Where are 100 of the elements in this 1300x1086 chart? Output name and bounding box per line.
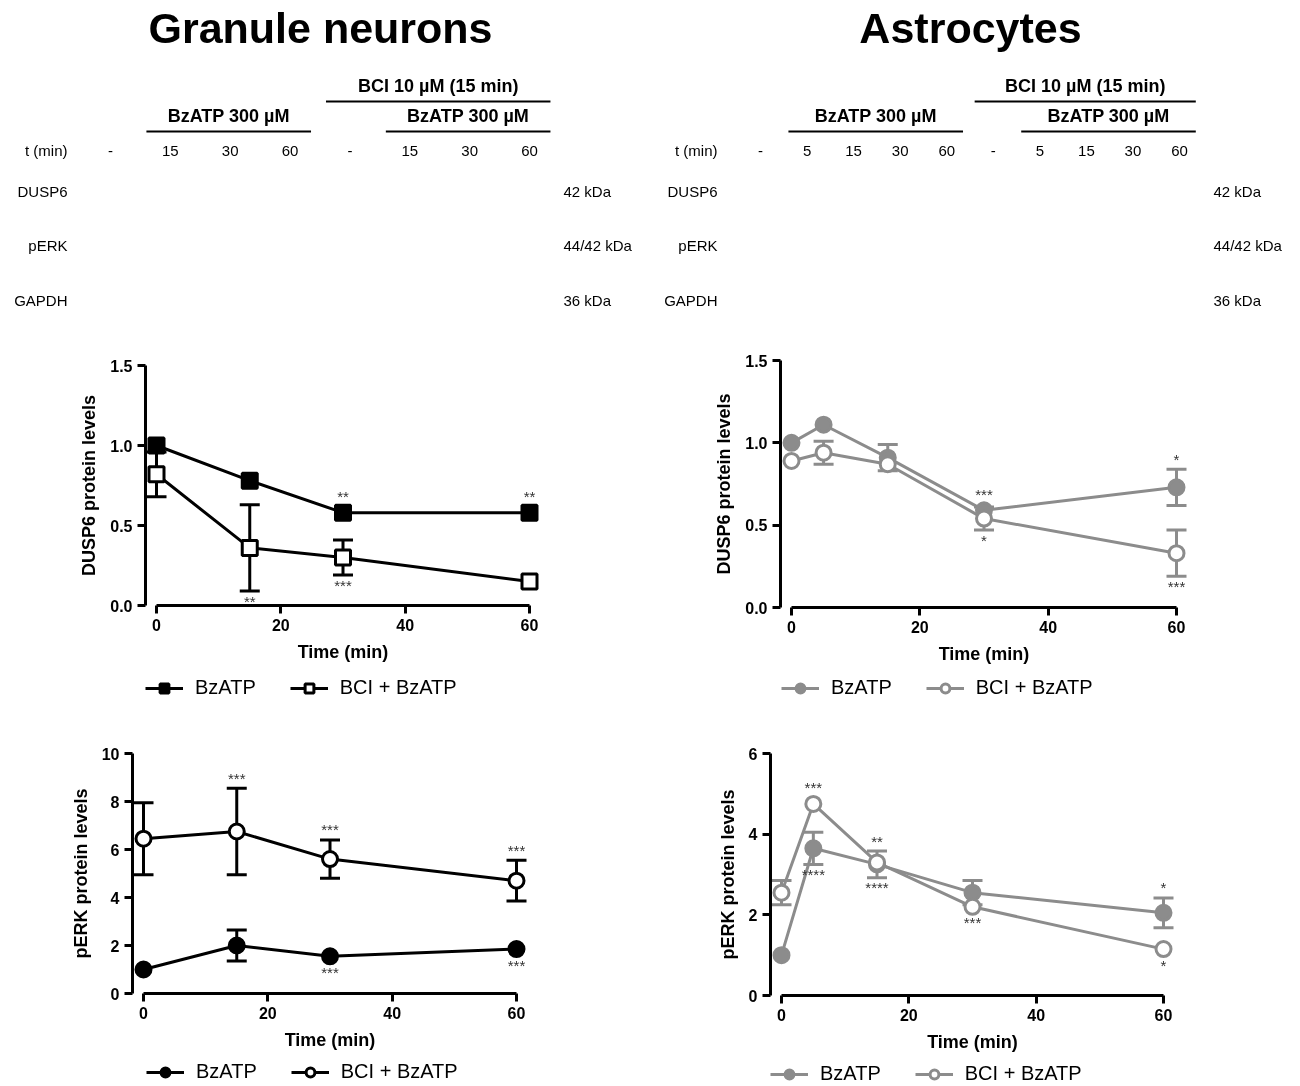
category-label: 15 (162, 141, 179, 159)
annotation: ** (523, 488, 536, 506)
point (134, 829, 153, 848)
category-label: 42 kDa (1213, 183, 1262, 200)
text: BzATP 300 µM (814, 105, 937, 126)
category-label: - (758, 141, 763, 159)
point (240, 471, 259, 490)
point (804, 839, 823, 858)
x-tick-label: 40 (383, 1004, 402, 1022)
x-tick-label: 40 (396, 616, 415, 634)
y-tick-label: 0.0 (745, 599, 768, 617)
x-axis-title: Time (min) (297, 641, 389, 662)
annotation: ** (337, 488, 349, 506)
point (804, 794, 823, 813)
category-label: 5 (1035, 141, 1045, 159)
point (814, 415, 833, 434)
point (321, 850, 339, 869)
x-tick-label: 60 (1154, 1006, 1173, 1024)
legend-label: BCI + BzATP (964, 1062, 1082, 1085)
annotation: *** (975, 485, 993, 503)
x-axis-title: Time (min) (938, 643, 1030, 664)
text: BCI 10 µM (15 min) (358, 75, 519, 96)
category-label: GAPDH (664, 292, 718, 309)
annotation: *** (334, 576, 352, 594)
point (507, 871, 526, 890)
category-label: 30 (891, 141, 909, 159)
point (227, 936, 246, 955)
category-label: - (108, 141, 113, 159)
category-label: 30 (461, 141, 478, 159)
text: Granule neurons (148, 3, 493, 52)
legend-label: BzATP (820, 1062, 881, 1085)
legend-label: BzATP (196, 1060, 257, 1083)
point (147, 465, 166, 484)
x-tick-label: 20 (910, 618, 929, 636)
point (1167, 544, 1186, 563)
annotation: **** (801, 865, 826, 883)
category-label: 44/42 kDa (563, 237, 632, 254)
category-label: 44/42 kDa (1213, 237, 1282, 254)
annotation: *** (227, 769, 246, 787)
category-label: 60 (281, 141, 299, 159)
annotation: *** (321, 963, 339, 981)
category-label: 30 (1124, 141, 1142, 159)
legend-label: BzATP (195, 676, 256, 699)
category-label: 60 (521, 141, 538, 159)
legend-label: BzATP (831, 676, 892, 699)
y-tick-label: 1.0 (745, 434, 768, 452)
category-label: 36 kDa (563, 292, 612, 309)
annotation: * (1173, 450, 1180, 468)
annotation: *** (507, 841, 526, 859)
y-tick-label: 1.0 (110, 437, 133, 455)
text: BzATP 300 µM (167, 105, 290, 126)
annotation: *** (321, 821, 339, 839)
y-tick-label: 4 (748, 826, 758, 844)
annotation: ** (871, 832, 883, 850)
y-tick-label: 0 (748, 987, 758, 1005)
category-label: - (347, 141, 353, 159)
legend-label: BCI + BzATP (340, 1060, 458, 1083)
point (240, 538, 259, 557)
point (1167, 478, 1186, 497)
annotation: * (1160, 956, 1167, 974)
x-tick-label: 60 (507, 1004, 526, 1022)
point (1154, 903, 1173, 922)
annotation: ** (243, 592, 256, 610)
legend-label: BCI + BzATP (975, 676, 1093, 699)
point (134, 960, 153, 979)
y-axis-title: DUSP6 protein levels (79, 394, 100, 577)
y-tick-label: 4 (110, 889, 120, 907)
text: BzATP 300 µM (407, 105, 529, 126)
point (963, 897, 982, 916)
y-tick-label: 1.5 (745, 352, 768, 370)
text: t (min) (675, 142, 718, 159)
x-tick-label: 0 (787, 618, 797, 636)
x-tick-label: 20 (899, 1006, 918, 1024)
category-label: DUSP6 (667, 183, 718, 200)
x-tick-label: 20 (271, 616, 290, 634)
y-tick-label: 6 (748, 745, 758, 763)
x-axis-title: Time (min) (284, 1029, 376, 1050)
point (782, 451, 801, 470)
text: BCI 10 µM (15 min) (1005, 75, 1166, 96)
category-label: 15 (845, 141, 862, 159)
annotation: *** (963, 914, 982, 932)
x-tick-label: 60 (520, 616, 539, 634)
x-tick-label: 20 (258, 1004, 277, 1022)
text: Astrocytes (859, 3, 1082, 52)
point (772, 946, 791, 965)
x-tick-label: 60 (1167, 618, 1186, 636)
x-axis-title: Time (min) (927, 1031, 1018, 1052)
annotation: **** (865, 879, 889, 897)
category-label: pERK (28, 237, 68, 254)
annotation: * (1160, 879, 1167, 897)
y-tick-label: 0 (110, 985, 120, 1003)
category-label: 15 (401, 141, 419, 159)
text: t (min) (25, 142, 68, 159)
category-label: 60 (1171, 141, 1188, 159)
x-tick-label: 0 (152, 616, 162, 634)
x-tick-label: 40 (1027, 1006, 1046, 1024)
point (147, 436, 166, 455)
y-tick-label: 6 (110, 841, 120, 859)
annotation: *** (804, 779, 823, 797)
category-label: 42 kDa (563, 183, 612, 200)
